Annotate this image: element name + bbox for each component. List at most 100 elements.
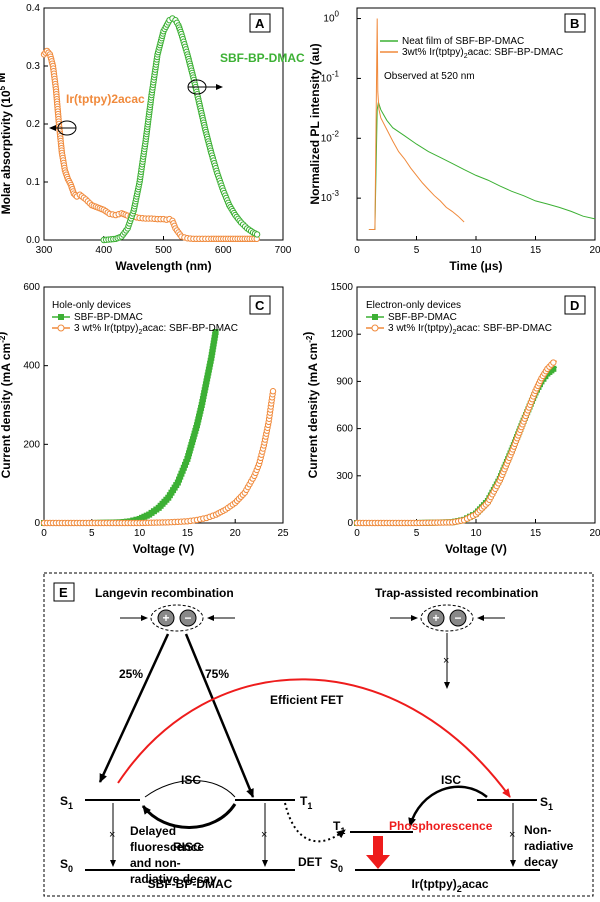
y-tick-label: 0.0	[26, 235, 40, 246]
y-tick-label: 0.2	[26, 119, 40, 130]
data-point	[253, 231, 261, 238]
delayed-label-2: fluorescence	[130, 840, 204, 854]
x-tick-label: 0	[354, 528, 360, 539]
x-tick-label: 10	[470, 528, 482, 539]
delayed-label-4: radiative decay	[130, 872, 217, 886]
series-0	[40, 47, 260, 243]
panel-c-hole-only-chart: 0 5 10 15 20 25 0 200 400 600 Voltage (V) Current d…	[0, 282, 289, 556]
y-tick-label: 400	[23, 361, 40, 372]
nonrad-label-2: radiative	[524, 839, 574, 853]
x-tick-label: 5	[89, 528, 95, 539]
host-t1-label: T1	[300, 794, 312, 811]
trap-charge-pair: + − ×	[390, 604, 505, 689]
diagram-frame	[43, 572, 594, 897]
guest-t1-label: T1	[333, 819, 345, 836]
risc-arrow	[141, 803, 237, 829]
panel-b-tag: B	[564, 13, 586, 33]
legend-label: 3wt% Ir(tptpy)2acac: SBF-BP-DMAC	[402, 47, 563, 60]
x-tick-label: 500	[155, 245, 172, 256]
x-tick-label: 300	[36, 245, 53, 256]
guest-decay-cross: ×	[509, 829, 515, 841]
legend-label: 3 wt% Ir(tptpy)2acac: SBF-BP-DMAC	[74, 323, 238, 336]
fet-arrow	[117, 678, 511, 798]
panel-d-tag: D	[564, 295, 586, 315]
host-s0-label: S0	[60, 857, 73, 874]
series-line	[44, 329, 217, 524]
y-axis-title: Current density (mA cm-2)	[301, 332, 320, 479]
x-tick-label: 20	[589, 528, 600, 539]
guest-isc-arrow	[408, 785, 488, 827]
host-isc-label: ISC	[181, 773, 201, 787]
data-point	[550, 359, 557, 366]
y-axis-title: Molar absorptivity (105 M-1 cm-1)	[0, 34, 13, 215]
svg-text:−: −	[184, 611, 191, 625]
det-arrow	[284, 802, 346, 843]
series-line	[357, 366, 558, 524]
guest-s0-label: S0	[330, 857, 343, 874]
series-1	[353, 359, 558, 527]
host-material-label: SBF-BP-DMAC	[148, 877, 233, 891]
delayed-label-1: Delayed	[130, 824, 176, 838]
legend-title: Hole-only devices	[52, 300, 131, 311]
x-tick-label: 700	[275, 245, 292, 256]
panel-e-tag: E	[53, 582, 75, 602]
svg-text:×: ×	[443, 655, 449, 667]
nonrad-label-1: Non-	[524, 823, 551, 837]
svg-text:−: −	[454, 611, 461, 625]
svg-text:E: E	[59, 585, 68, 600]
series-line	[357, 360, 558, 524]
series-1	[100, 15, 261, 244]
series-0	[354, 365, 558, 526]
x-tick-label: 20	[230, 528, 242, 539]
legend-label: SBF-BP-DMAC	[74, 312, 143, 323]
y-tick-label: 0	[34, 518, 40, 529]
data-point	[269, 388, 277, 395]
panel-a-tag: A	[249, 13, 271, 33]
series-line	[368, 102, 596, 230]
y-tick-label: 100	[323, 10, 339, 25]
x-tick-label: 15	[530, 528, 542, 539]
legend-swatch-marker	[372, 314, 378, 320]
fet-label: Efficient FET	[270, 693, 344, 707]
det-label: DET	[298, 855, 323, 869]
x-tick-label: 5	[414, 528, 420, 539]
trap-assisted-title: Trap-assisted recombination	[375, 586, 538, 600]
x-tick-label: 400	[95, 245, 112, 256]
legend-label: Neat film of SBF-BP-DMAC	[402, 36, 524, 47]
series-1	[368, 18, 465, 230]
y-tick-label: 10-3	[321, 189, 340, 204]
x-axis-title: Voltage (V)	[445, 542, 507, 556]
legend-title: Electron-only devices	[366, 300, 461, 311]
legend-label: SBF-BP-DMAC	[388, 312, 457, 323]
host-s1-decay-cross: ×	[109, 829, 115, 841]
series-line	[368, 18, 465, 230]
svg-text:+: +	[162, 611, 169, 625]
panel-b-pl-decay-chart: 0 5 10 15 20 10-3 10-2 10-1 100 Time (μs) Normaliz…	[308, 7, 600, 273]
x-tick-label: 25	[277, 528, 289, 539]
singlet-formation-arrow	[98, 633, 170, 783]
y-tick-label: 300	[336, 471, 353, 482]
triplet-ratio: 75%	[205, 667, 229, 681]
series-0	[368, 102, 596, 230]
x-axis-title: Wavelength (nm)	[115, 259, 211, 273]
series-0	[41, 329, 219, 526]
phosphorescence-arrow	[366, 836, 390, 869]
svg-text:A: A	[255, 16, 265, 31]
x-tick-label: 20	[589, 245, 600, 256]
x-tick-label: 10	[134, 528, 146, 539]
host-t1-decay-cross: ×	[261, 829, 267, 841]
y-axis-title: Normalized PL intensity (au)	[308, 43, 322, 204]
y-tick-label: 200	[23, 439, 40, 450]
delayed-label-3: and non-	[130, 856, 181, 870]
x-axis-title: Voltage (V)	[133, 542, 195, 556]
langevin-title: Langevin recombination	[95, 586, 234, 600]
host-isc-arrow	[144, 780, 236, 798]
ir-series-label: Ir(tptpy)2acac	[66, 92, 145, 106]
data-point	[212, 329, 219, 336]
panel-d-electron-only-chart: 0 5 10 15 20 0 300 600 900 1200 1500 Voltage (V) Cur…	[301, 282, 600, 556]
phosphorescence-label: Phosphorescence	[389, 819, 493, 833]
host-s1-label: S1	[60, 794, 73, 811]
y-tick-label: 1500	[331, 282, 354, 293]
guest-s1-label: S1	[540, 795, 553, 812]
